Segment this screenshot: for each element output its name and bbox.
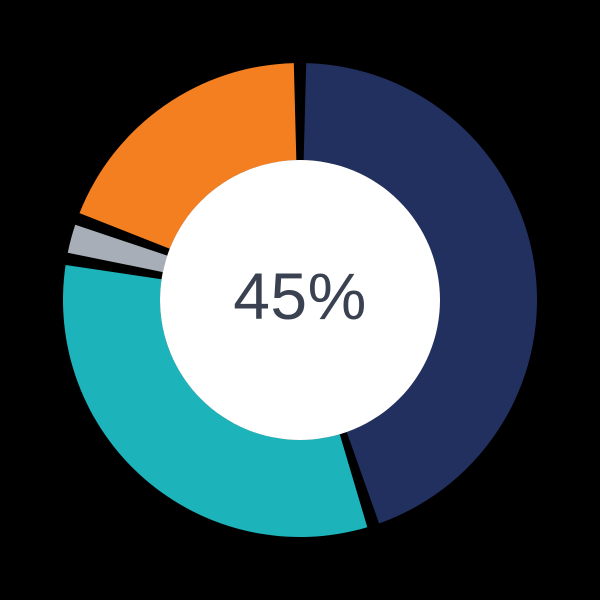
donut-slice-1[interactable] [303, 63, 538, 524]
donut-slice-3[interactable] [67, 224, 168, 273]
donut-slice-group [62, 63, 538, 538]
donut-center-hole [160, 160, 440, 440]
donut-slice-4[interactable] [79, 63, 297, 249]
donut-slice-2[interactable] [62, 264, 368, 538]
